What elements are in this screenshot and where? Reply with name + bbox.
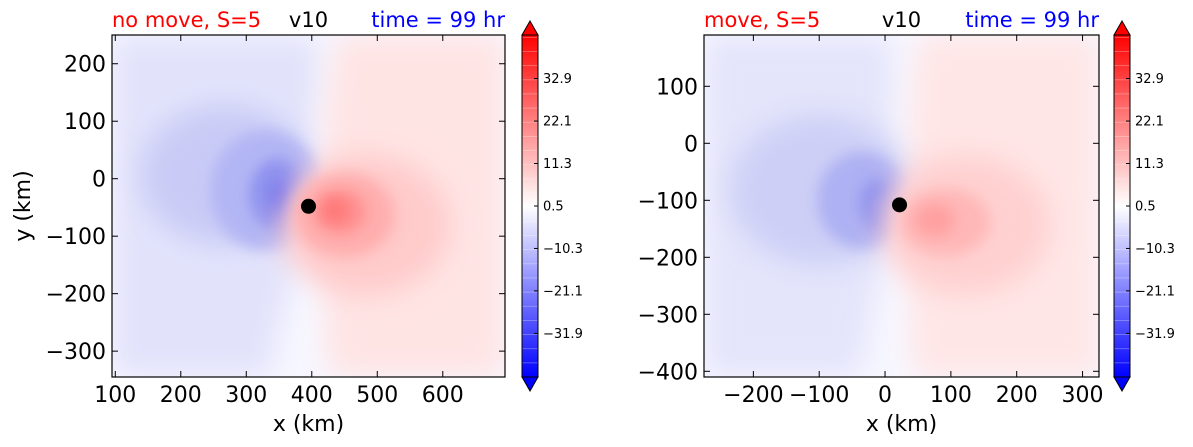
- panel-move: move, S=5 v10 time = 99 hr−200 −100 0 100 200 3…: [638, 8, 1175, 437]
- x-tick-label: 600: [422, 383, 464, 408]
- colorbar-tick-label: −10.3: [1135, 242, 1175, 257]
- y-tick-label: 100: [64, 110, 106, 135]
- colorbar-tick-label: −31.9: [543, 327, 583, 342]
- y-tick-label: −100: [638, 189, 698, 214]
- y-tick-label: −200: [46, 283, 106, 308]
- x-tick-label: −200: [723, 383, 783, 408]
- x-tick-label: 300: [225, 383, 267, 408]
- title-center: v10: [882, 8, 921, 32]
- x-tick-label: 100: [94, 383, 136, 408]
- colorbar-tick-label: 22.1: [543, 115, 572, 130]
- colorbar-extend-max: [1113, 19, 1131, 36]
- colorbar-2: 32.9 22.1 11.3 0.5 −10.3 −21.1 −31.9: [1113, 19, 1175, 393]
- y-tick-label: −300: [638, 303, 698, 328]
- panel-no-move: no move, S=5 v10 time = 99 hr 100 200 300 400 5…: [11, 8, 583, 437]
- colorbar-extend-max: [521, 19, 539, 36]
- contour-field-2: [704, 35, 1099, 377]
- colorbar-1: 32.9 22.1 11.3 0.5 −10.3 −21.1 −31.9: [521, 19, 583, 393]
- x-tick-label: 200: [160, 383, 202, 408]
- x-tick-label: 500: [356, 383, 398, 408]
- x-tick-label: 400: [291, 383, 333, 408]
- y-tick-label: −400: [638, 360, 698, 385]
- colorbar-tick-label: 32.9: [543, 72, 572, 87]
- y-axis-label: y (km): [11, 170, 36, 241]
- colorbar-tick-label: −21.1: [1135, 284, 1175, 299]
- colorbar-tick-label: 11.3: [543, 157, 572, 172]
- title-left: no move, S=5: [112, 8, 261, 32]
- x-axis-label: x (km): [866, 412, 937, 437]
- colorbar-tick-label: 32.9: [1135, 72, 1164, 87]
- storm-center-marker: [892, 197, 908, 213]
- x-tick-label: 0: [878, 383, 892, 408]
- colorbar-gradient: [1114, 35, 1130, 377]
- title-right: time = 99 hr: [371, 8, 505, 32]
- x-tick-label: 100: [930, 383, 972, 408]
- contour-field-1: [112, 35, 505, 377]
- colorbar-tick-label: 0.5: [543, 200, 564, 215]
- plot-frame: [703, 34, 1100, 378]
- colorbar-tick-label: 22.1: [1135, 115, 1164, 130]
- x-tick-label: −100: [789, 383, 849, 408]
- x-tick-label: 300: [1062, 383, 1104, 408]
- y-tick-label: 200: [64, 53, 106, 78]
- y-tick-label: −200: [638, 246, 698, 271]
- axes-2: move, S=5 v10 time = 99 hr−200 −100 0 100 200 3…: [638, 8, 1104, 437]
- colorbar-gradient: [522, 35, 538, 377]
- colorbar-extend-min: [521, 376, 539, 393]
- title-left: move, S=5: [704, 8, 820, 32]
- x-tick-label: 200: [996, 383, 1038, 408]
- y-tick-label: 0: [684, 132, 698, 157]
- colorbar-extend-min: [1113, 376, 1131, 393]
- y-tick-label: 100: [656, 75, 698, 100]
- y-tick-label: −300: [46, 340, 106, 365]
- storm-center-marker: [301, 198, 316, 214]
- axes-1: no move, S=5 v10 time = 99 hr 100 200 300 400 5…: [11, 8, 505, 437]
- colorbar-tick-label: 11.3: [1135, 157, 1164, 172]
- y-tick-label: −100: [46, 225, 106, 250]
- title-center: v10: [289, 8, 328, 32]
- plot-frame: [111, 34, 506, 378]
- x-axis-label: x (km): [273, 412, 344, 437]
- title-right: time = 99 hr: [965, 8, 1099, 32]
- colorbar-tick-label: −31.9: [1135, 327, 1175, 342]
- y-tick-label: 0: [92, 168, 106, 193]
- colorbar-tick-label: −10.3: [543, 242, 583, 257]
- colorbar-tick-label: 0.5: [1135, 200, 1156, 215]
- colorbar-tick-label: −21.1: [543, 284, 583, 299]
